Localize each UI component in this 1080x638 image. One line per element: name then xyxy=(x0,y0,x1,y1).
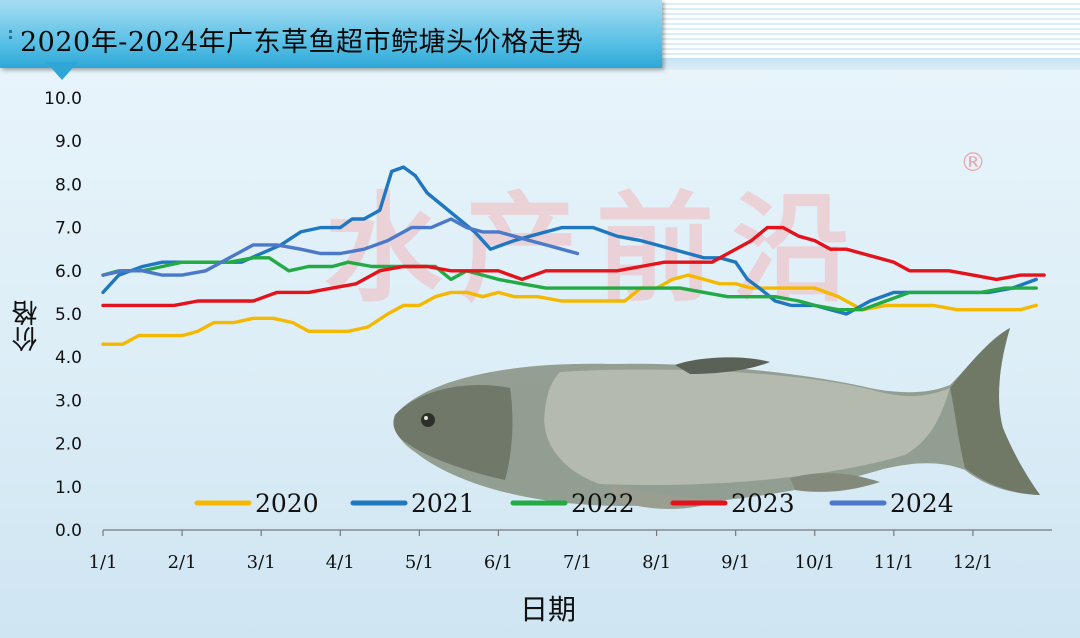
x-tick-label: 12/1 xyxy=(953,552,993,573)
x-tick-label: 8/1 xyxy=(642,552,671,573)
x-tick-label: 3/1 xyxy=(247,552,276,573)
y-tick-label: 7.0 xyxy=(55,219,82,239)
y-tick-label: 5.0 xyxy=(55,305,82,325)
legend-label-2022: 2022 xyxy=(571,489,635,518)
y-tick-label: 1.0 xyxy=(55,478,82,498)
chart-title: 2020年-2024年广东草鱼超市鲩塘头价格走势 xyxy=(20,27,584,58)
axes: 0.0 1.0 2.0 3.0 4.0 5.0 6.0 7.0 8.0 9.0 10.0 1/1 2/1… xyxy=(44,89,1052,573)
y-tick-label: 3.0 xyxy=(55,391,82,411)
title-banner xyxy=(0,0,662,80)
y-tick-label: 10.0 xyxy=(44,89,82,109)
x-tick-label: 7/1 xyxy=(563,552,592,573)
x-tick-label: 9/1 xyxy=(721,552,750,573)
bullet-dots-icon xyxy=(9,30,13,46)
registered-mark: ® xyxy=(960,148,986,178)
y-tick-label: 9.0 xyxy=(55,132,82,152)
y-tick-label: 4.0 xyxy=(55,348,82,368)
series-lines xyxy=(101,165,1046,346)
y-tick-label: 6.0 xyxy=(55,262,82,282)
legend-label-2023: 2023 xyxy=(731,489,795,518)
legend: 2020 2021 2022 2023 2024 xyxy=(194,489,954,518)
x-tick-label: 1/1 xyxy=(89,552,118,573)
legend-label-2021: 2021 xyxy=(411,489,475,518)
x-tick-label: 2/1 xyxy=(168,552,197,573)
title-banner-tail xyxy=(46,62,78,80)
header-stripes xyxy=(662,0,1080,58)
y-axis-label: 价格 xyxy=(12,300,42,352)
x-tick-label: 4/1 xyxy=(326,552,355,573)
header-stripes-shadow xyxy=(662,58,1080,70)
x-tick-label: 5/1 xyxy=(405,552,434,573)
legend-label-2024: 2024 xyxy=(890,489,954,518)
y-tick-label: 2.0 xyxy=(55,435,82,455)
grass-carp-image xyxy=(393,328,1040,509)
y-tick-label: 0.0 xyxy=(55,521,82,541)
x-axis-label: 日期 xyxy=(520,593,577,626)
x-tick-label: 10/1 xyxy=(795,552,835,573)
legend-label-2020: 2020 xyxy=(255,489,319,518)
series-line-2022 xyxy=(101,256,1038,312)
x-tick-label: 6/1 xyxy=(484,552,513,573)
y-tick-label: 8.0 xyxy=(55,175,82,195)
series-line-2024 xyxy=(101,217,580,277)
x-tick-label: 11/1 xyxy=(874,552,914,573)
series-line-2023 xyxy=(101,225,1046,308)
